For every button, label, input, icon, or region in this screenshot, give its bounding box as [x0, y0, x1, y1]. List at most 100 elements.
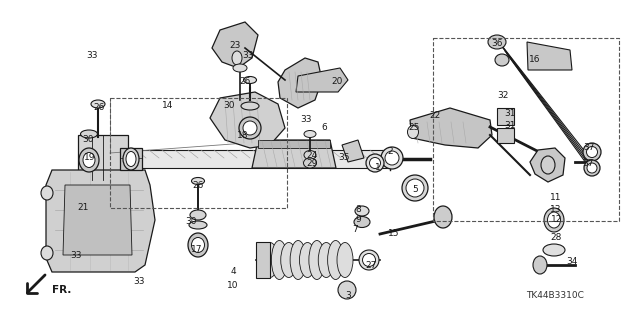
- Ellipse shape: [541, 156, 555, 174]
- Polygon shape: [342, 140, 364, 162]
- Text: 34: 34: [566, 257, 578, 266]
- Text: 5: 5: [412, 184, 418, 194]
- Polygon shape: [296, 68, 348, 92]
- Text: 26: 26: [93, 103, 105, 113]
- Ellipse shape: [303, 158, 317, 168]
- Ellipse shape: [232, 51, 242, 65]
- Text: 26: 26: [239, 78, 251, 86]
- Polygon shape: [136, 150, 390, 168]
- Polygon shape: [256, 242, 270, 278]
- Text: 18: 18: [237, 130, 249, 139]
- Ellipse shape: [362, 254, 376, 266]
- Ellipse shape: [189, 221, 207, 229]
- Bar: [110, 98, 287, 208]
- Text: 22: 22: [429, 110, 440, 120]
- Text: 11: 11: [550, 192, 562, 202]
- Polygon shape: [120, 148, 142, 170]
- Ellipse shape: [544, 208, 564, 232]
- Text: 9: 9: [355, 216, 361, 225]
- Ellipse shape: [408, 125, 419, 138]
- Ellipse shape: [338, 281, 356, 299]
- Ellipse shape: [188, 233, 208, 257]
- Ellipse shape: [584, 160, 600, 176]
- Ellipse shape: [304, 130, 316, 137]
- Ellipse shape: [369, 158, 381, 168]
- Ellipse shape: [190, 210, 206, 220]
- Text: 14: 14: [163, 100, 173, 109]
- Ellipse shape: [543, 244, 565, 256]
- Ellipse shape: [355, 206, 369, 216]
- Ellipse shape: [126, 152, 136, 167]
- Text: 13: 13: [550, 204, 562, 213]
- Text: 33: 33: [243, 51, 253, 61]
- Ellipse shape: [586, 146, 598, 158]
- Ellipse shape: [41, 186, 53, 200]
- Text: 30: 30: [185, 218, 196, 226]
- Polygon shape: [63, 185, 132, 255]
- Text: 26: 26: [192, 181, 204, 189]
- Text: 29: 29: [307, 159, 317, 167]
- Polygon shape: [258, 140, 330, 148]
- Text: 37: 37: [582, 159, 594, 167]
- Ellipse shape: [488, 35, 506, 49]
- Ellipse shape: [239, 117, 261, 139]
- Text: 33: 33: [133, 278, 145, 286]
- Polygon shape: [210, 92, 285, 148]
- Ellipse shape: [271, 241, 287, 279]
- Text: 21: 21: [77, 204, 89, 212]
- Ellipse shape: [587, 163, 597, 173]
- Text: 28: 28: [550, 234, 562, 242]
- Ellipse shape: [241, 102, 259, 110]
- Polygon shape: [212, 22, 258, 68]
- Text: 8: 8: [355, 205, 361, 214]
- Text: 10: 10: [227, 280, 239, 290]
- Polygon shape: [278, 58, 322, 108]
- Text: 23: 23: [229, 41, 241, 49]
- Polygon shape: [252, 140, 336, 168]
- Text: 3: 3: [345, 291, 351, 300]
- Text: 31: 31: [504, 108, 516, 117]
- Text: 15: 15: [388, 229, 400, 239]
- Text: 1: 1: [375, 164, 381, 173]
- Ellipse shape: [243, 121, 257, 135]
- Polygon shape: [497, 128, 514, 143]
- Text: 16: 16: [529, 56, 541, 64]
- Bar: [433, 38, 619, 221]
- Text: 33: 33: [86, 51, 98, 61]
- Ellipse shape: [309, 241, 325, 279]
- Text: 4: 4: [230, 268, 236, 277]
- Ellipse shape: [359, 250, 379, 270]
- Ellipse shape: [406, 179, 424, 197]
- Ellipse shape: [337, 242, 353, 278]
- Ellipse shape: [328, 241, 344, 279]
- Text: 33: 33: [300, 115, 312, 124]
- Ellipse shape: [41, 246, 53, 260]
- Text: 27: 27: [365, 261, 377, 270]
- Text: 37: 37: [583, 143, 595, 152]
- Polygon shape: [410, 108, 492, 148]
- Ellipse shape: [547, 212, 561, 228]
- Ellipse shape: [281, 242, 297, 278]
- Ellipse shape: [123, 148, 139, 170]
- Ellipse shape: [83, 152, 95, 167]
- Ellipse shape: [304, 151, 316, 160]
- Text: 32: 32: [497, 91, 509, 100]
- Text: 30: 30: [83, 135, 93, 144]
- Ellipse shape: [79, 148, 99, 172]
- Ellipse shape: [243, 77, 257, 84]
- Text: TK44B3310C: TK44B3310C: [526, 292, 584, 300]
- Ellipse shape: [262, 242, 278, 278]
- Text: 36: 36: [492, 40, 503, 48]
- Ellipse shape: [385, 151, 399, 165]
- Ellipse shape: [495, 54, 509, 66]
- Ellipse shape: [434, 206, 452, 228]
- Text: 24: 24: [307, 151, 317, 160]
- Polygon shape: [497, 108, 514, 125]
- Text: 6: 6: [321, 123, 327, 132]
- Text: 25: 25: [408, 123, 420, 132]
- Ellipse shape: [583, 143, 601, 161]
- Ellipse shape: [290, 241, 306, 279]
- Text: 2: 2: [387, 147, 393, 157]
- Ellipse shape: [533, 256, 547, 274]
- Ellipse shape: [233, 64, 247, 72]
